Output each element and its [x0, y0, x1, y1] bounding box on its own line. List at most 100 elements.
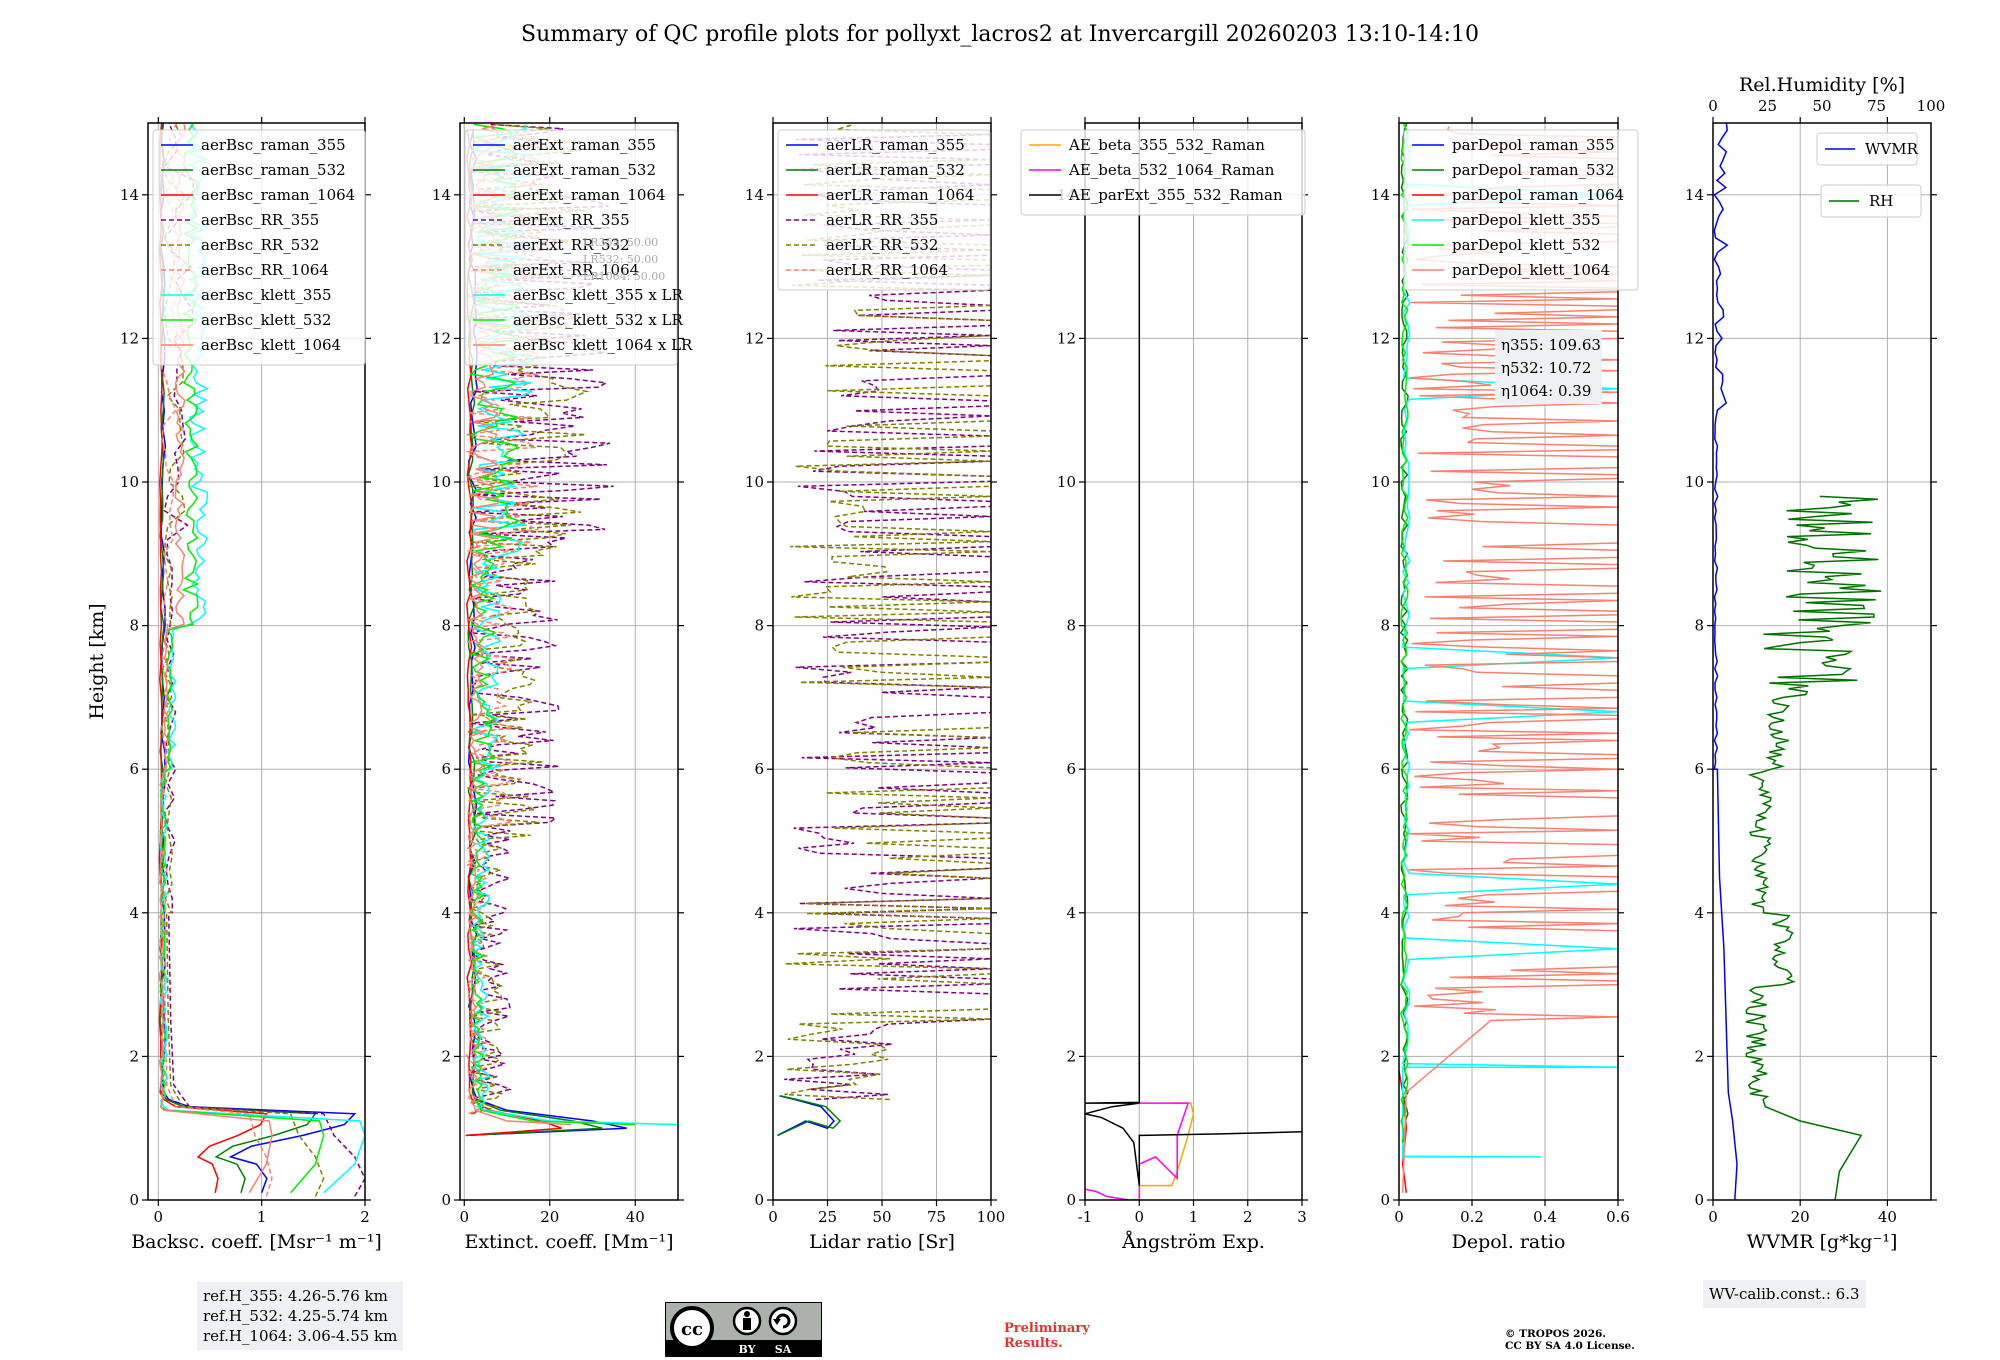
legend-label: aerExt_RR_1064: [513, 261, 639, 279]
legend-label: aerBsc_klett_1064 x LR: [513, 336, 693, 354]
y-tick-label: 10: [432, 473, 451, 491]
series-line-RH: [1745, 495, 1882, 1200]
y-tick-label: 8: [441, 617, 451, 635]
legend-label: aerBsc_RR_532: [201, 236, 319, 254]
legend-label: aerBsc_raman_532: [201, 161, 346, 179]
x-tick-label: 0.2: [1460, 1208, 1484, 1226]
x-tick-label: 1: [257, 1208, 267, 1226]
ext-axes-frame: [459, 122, 679, 1201]
wv-xlabel: WVMR [g*kg⁻¹]: [1747, 1231, 1898, 1253]
lr-panel: 0 25 50 75 100 0 2 4 6 8 10 12 14 Lidar ratio [Sr] aer…: [745, 117, 1005, 1253]
y-tick-label: 4: [1694, 904, 1704, 922]
legend-label: parDepol_raman_532: [1452, 161, 1615, 179]
y-tick-label: 12: [1685, 329, 1704, 347]
y-tick-label: 8: [754, 617, 764, 635]
y-tick-label: 2: [1066, 1047, 1076, 1065]
legend-label: aerLR_raman_355: [826, 136, 965, 154]
series-line-WVMR: [1713, 123, 1738, 1200]
series-line-aerExt_RR_355: [469, 123, 614, 1115]
ref-height-532: ref.H_532: 4.25-5.74 km: [203, 1307, 388, 1325]
legend-label: aerBsc_klett_355 x LR: [513, 286, 684, 304]
ext-legend: aerExt_raman_355 aerExt_raman_532 aerExt_r…: [464, 129, 693, 366]
reference-height-box: ref.H_355: 4.26-5.76 km ref.H_532: 4.25-…: [197, 1282, 404, 1350]
legend-label: aerExt_raman_1064: [513, 186, 666, 204]
legend-label: aerLR_RR_1064: [826, 261, 948, 279]
x-tick-label: 100: [977, 1208, 1006, 1226]
preliminary-line-1: Preliminary: [1004, 1321, 1090, 1336]
x-tick-label: 1: [1189, 1208, 1199, 1226]
legend-label: aerBsc_RR_1064: [201, 261, 329, 279]
legend-label: parDepol_raman_1064: [1452, 186, 1624, 204]
y-tick-label: 6: [1380, 760, 1390, 778]
eta-line: η532: 10.72: [1501, 359, 1591, 377]
x-tick-label: 50: [872, 1208, 891, 1226]
y-tick-label: 14: [432, 186, 451, 204]
x-tick-label: 0: [460, 1208, 470, 1226]
legend-box: [1020, 129, 1306, 216]
by-label: BY: [739, 1343, 756, 1356]
y-tick-label: 14: [745, 186, 764, 204]
y-tick-label: 0: [754, 1191, 764, 1209]
legend-label: parDepol_klett_355: [1452, 211, 1601, 229]
rh-top-axis-label: Rel.Humidity [%]: [1739, 74, 1905, 96]
share-alike-icon: [768, 1306, 798, 1336]
series-line-AE_beta_355_532_Raman: [1139, 1102, 1195, 1187]
y-tick-label: 4: [754, 904, 764, 922]
legend-label: aerBsc_raman_355: [201, 136, 346, 154]
legend-label: aerLR_raman_1064: [826, 186, 974, 204]
wv-panel: 0 20 40 0 2 4 6 8 10 12 14 WVMR [g*kg⁻¹] 0 25 50 75 100 R…: [1685, 74, 1945, 1253]
eta-line: η1064: 0.39: [1501, 382, 1591, 400]
y-tick-label: 10: [1685, 473, 1704, 491]
y-tick-label: 12: [745, 329, 764, 347]
legend-box: [1816, 132, 1918, 166]
x-tick-label: 25: [818, 1208, 837, 1226]
top-x-tick-label: 75: [1867, 97, 1886, 115]
legend-label: parDepol_klett_1064: [1452, 261, 1610, 279]
y-tick-label: 12: [1057, 329, 1076, 347]
ref-height-355: ref.H_355: 4.26-5.76 km: [203, 1287, 388, 1305]
x-tick-label: 2: [1243, 1208, 1253, 1226]
depol-panel: 0 0.2 0.4 0.6 0 2 4 6 8 10 12 14 Depol. ratio parDepo…: [1371, 117, 1639, 1253]
y-tick-label: 10: [120, 473, 139, 491]
wv-calib-const: WV-calib.const.: 6.3: [1709, 1285, 1860, 1303]
legend-box: [152, 129, 366, 366]
lr-annotation: LR355: 50.00: [583, 236, 658, 249]
ext-panel: 0 20 40 0 2 4 6 8 10 12 14 Extinct. coeff. [Mm⁻¹] ae…: [432, 117, 693, 1253]
legend-label: aerLR_RR_355: [826, 211, 938, 229]
lr-legend: aerLR_raman_355 aerLR_raman_532 aerLR_rama…: [777, 129, 991, 291]
y-tick-label: 0: [441, 1191, 451, 1209]
ae-series: [1085, 123, 1302, 1200]
x-tick-label: 0: [1394, 1208, 1404, 1226]
ref-height-1064: ref.H_1064: 3.06-4.55 km: [203, 1327, 398, 1345]
cc-icon: [670, 1306, 714, 1350]
wv-series: [1713, 123, 1882, 1200]
legend-label: aerBsc_klett_532: [201, 311, 332, 329]
legend-WVMR: WVMR: [1816, 132, 1919, 166]
ae-panel: -1012302468101214Ångström Exp.AE_beta_35…: [1020, 117, 1308, 1253]
series-line-parDepol_klett_532: [1399, 123, 1409, 1143]
ae-xlabel: Ångström Exp.: [1121, 1231, 1265, 1253]
eta-box: [1495, 330, 1602, 404]
y-tick-label: 10: [745, 473, 764, 491]
copyright-line-1: © TROPOS 2026.: [1505, 1328, 1607, 1340]
y-tick-label: 14: [1371, 186, 1390, 204]
legend-box: [1820, 184, 1922, 218]
eta-line: η355: 109.63: [1501, 336, 1601, 354]
series-line-aerLR_raman_532: [777, 1095, 842, 1137]
legend-label: aerBsc_klett_355: [201, 286, 332, 304]
y-tick-label: 12: [432, 329, 451, 347]
x-tick-label: 75: [927, 1208, 946, 1226]
bsc-xlabel: Backsc. coeff. [Msr⁻¹ m⁻¹]: [131, 1231, 382, 1253]
ext-xlabel: Extinct. coeff. [Mm⁻¹]: [464, 1231, 673, 1253]
svg-text:cc: cc: [681, 1319, 703, 1340]
ae-legend: AE_beta_355_532_Raman AE_beta_532_1064_Ra…: [1020, 129, 1306, 216]
y-tick-label: 12: [1371, 329, 1390, 347]
x-tick-label: 0.4: [1533, 1208, 1557, 1226]
legend-label: aerLR_raman_532: [826, 161, 965, 179]
y-axis-label: Height [km]: [86, 603, 108, 719]
y-tick-label: 6: [1694, 760, 1704, 778]
x-tick-label: 0: [1708, 1208, 1718, 1226]
figure-title: Summary of QC profile plots for pollyxt_…: [521, 22, 1479, 47]
legend-box: [464, 129, 678, 366]
